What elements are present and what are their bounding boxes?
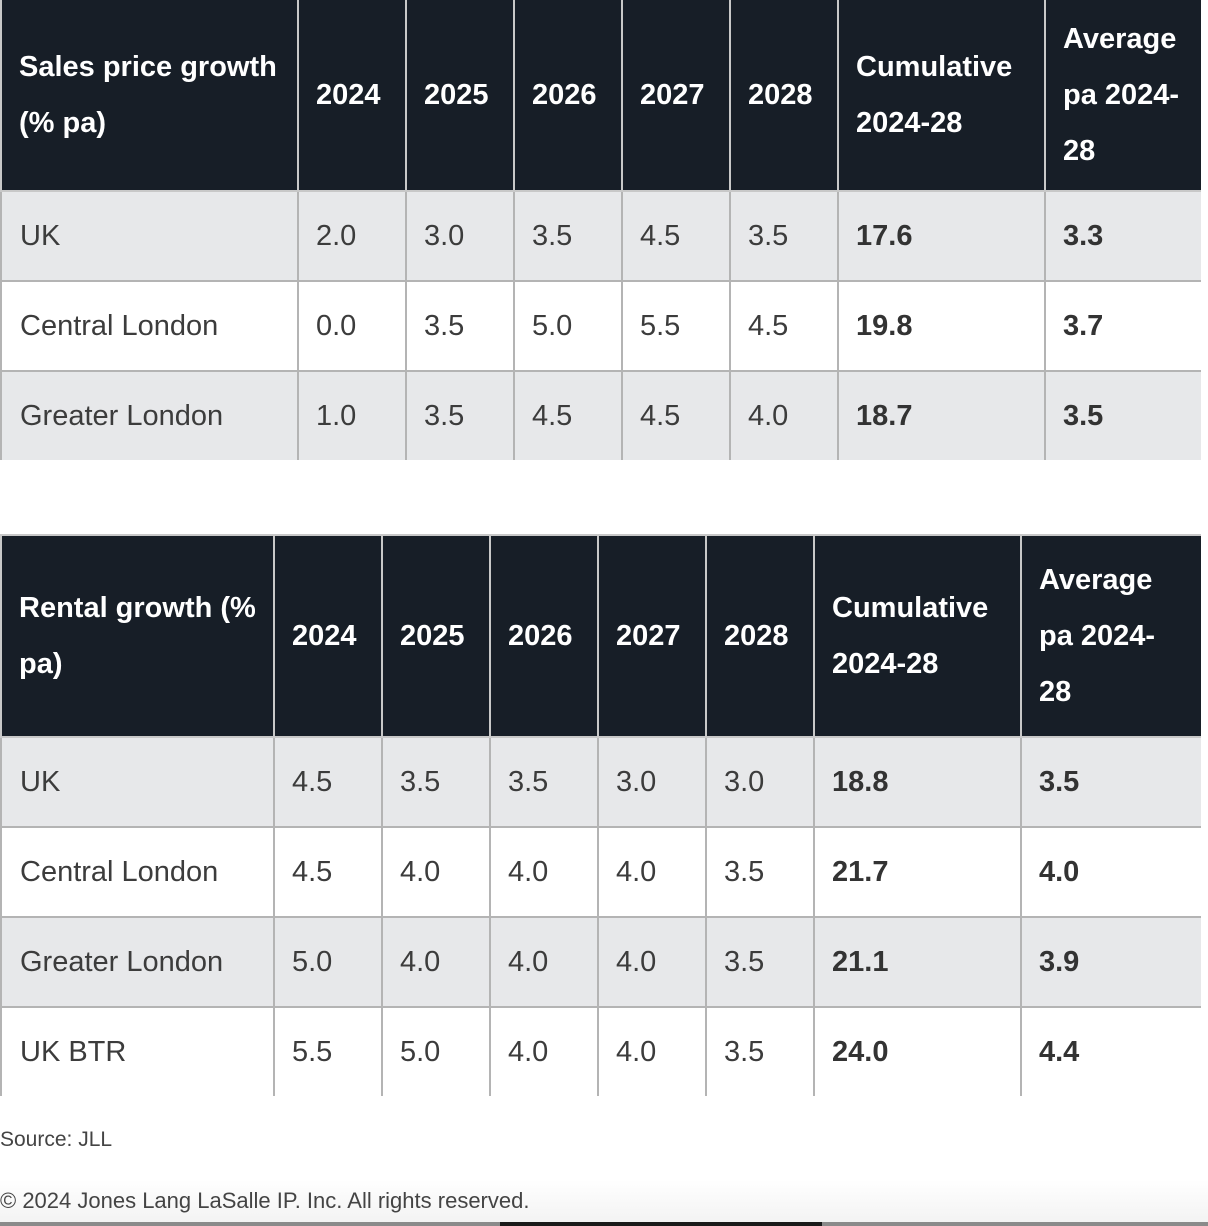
column-header: 2025 bbox=[381, 534, 491, 738]
value-cell: 5.0 bbox=[273, 916, 383, 1008]
source-note: Source: JLL bbox=[0, 1128, 113, 1151]
column-header: 2026 bbox=[513, 0, 623, 192]
column-header: Sales price growth (% pa) bbox=[0, 0, 299, 192]
table-header-row: Rental growth (% pa) 2024 2025 2026 2027… bbox=[0, 534, 1201, 738]
region-cell: UK bbox=[0, 736, 275, 828]
value-cell: 4.0 bbox=[597, 916, 707, 1008]
cumulative-cell: 24.0 bbox=[813, 1006, 1022, 1096]
region-cell: UK bbox=[0, 190, 299, 282]
column-header: 2027 bbox=[597, 534, 707, 738]
value-cell: 3.5 bbox=[405, 280, 515, 372]
cumulative-cell: 21.7 bbox=[813, 826, 1022, 918]
value-cell: 3.5 bbox=[405, 370, 515, 460]
column-header: 2028 bbox=[705, 534, 815, 738]
average-cell: 4.4 bbox=[1020, 1006, 1201, 1096]
average-cell: 3.7 bbox=[1044, 280, 1201, 372]
value-cell: 3.0 bbox=[705, 736, 815, 828]
value-cell: 3.5 bbox=[381, 736, 491, 828]
table-row: Greater London 1.0 3.5 4.5 4.5 4.0 18.7 3.5 bbox=[0, 370, 1201, 460]
table-row: Central London 4.5 4.0 4.0 4.0 3.5 21.7 4.0 bbox=[0, 826, 1201, 918]
column-header: 2025 bbox=[405, 0, 515, 192]
value-cell: 4.5 bbox=[513, 370, 623, 460]
table-row: UK 2.0 3.0 3.5 4.5 3.5 17.6 3.3 bbox=[0, 190, 1201, 282]
column-header: 2027 bbox=[621, 0, 731, 192]
average-cell: 3.5 bbox=[1020, 736, 1201, 828]
value-cell: 4.0 bbox=[729, 370, 839, 460]
rental-growth-table: Rental growth (% pa) 2024 2025 2026 2027… bbox=[0, 534, 1201, 1096]
copyright-note: © 2024 Jones Lang LaSalle IP. Inc. All r… bbox=[0, 1188, 530, 1213]
region-cell: UK BTR bbox=[0, 1006, 275, 1096]
scrollbar-thumb[interactable] bbox=[500, 1222, 822, 1226]
sales-price-growth-table: Sales price growth (% pa) 2024 2025 2026… bbox=[0, 0, 1201, 460]
value-cell: 1.0 bbox=[297, 370, 407, 460]
value-cell: 3.5 bbox=[489, 736, 599, 828]
cumulative-cell: 18.8 bbox=[813, 736, 1022, 828]
value-cell: 3.5 bbox=[705, 826, 815, 918]
region-cell: Central London bbox=[0, 826, 275, 918]
column-header: Rental growth (% pa) bbox=[0, 534, 275, 738]
value-cell: 5.5 bbox=[621, 280, 731, 372]
region-cell: Greater London bbox=[0, 370, 299, 460]
cumulative-cell: 21.1 bbox=[813, 916, 1022, 1008]
column-header: Average pa 2024-28 bbox=[1020, 534, 1201, 738]
value-cell: 4.0 bbox=[489, 1006, 599, 1096]
value-cell: 4.0 bbox=[381, 916, 491, 1008]
horizontal-scrollbar[interactable] bbox=[0, 1222, 1208, 1226]
table-row: Greater London 5.0 4.0 4.0 4.0 3.5 21.1 3.9 bbox=[0, 916, 1201, 1008]
value-cell: 3.0 bbox=[597, 736, 707, 828]
table-row: Central London 0.0 3.5 5.0 5.5 4.5 19.8 3.7 bbox=[0, 280, 1201, 372]
region-cell: Central London bbox=[0, 280, 299, 372]
value-cell: 4.0 bbox=[489, 916, 599, 1008]
average-cell: 4.0 bbox=[1020, 826, 1201, 918]
value-cell: 4.0 bbox=[381, 826, 491, 918]
value-cell: 2.0 bbox=[297, 190, 407, 282]
value-cell: 4.5 bbox=[273, 826, 383, 918]
average-cell: 3.9 bbox=[1020, 916, 1201, 1008]
column-header: Cumulative 2024-28 bbox=[813, 534, 1022, 738]
value-cell: 4.0 bbox=[489, 826, 599, 918]
value-cell: 4.0 bbox=[597, 1006, 707, 1096]
value-cell: 3.5 bbox=[705, 916, 815, 1008]
average-cell: 3.5 bbox=[1044, 370, 1201, 460]
value-cell: 4.5 bbox=[621, 190, 731, 282]
value-cell: 3.5 bbox=[705, 1006, 815, 1096]
column-header: Average pa 2024-28 bbox=[1044, 0, 1201, 192]
value-cell: 5.0 bbox=[513, 280, 623, 372]
value-cell: 3.5 bbox=[729, 190, 839, 282]
value-cell: 4.5 bbox=[273, 736, 383, 828]
value-cell: 5.0 bbox=[381, 1006, 491, 1096]
table-row: UK 4.5 3.5 3.5 3.0 3.0 18.8 3.5 bbox=[0, 736, 1201, 828]
footer-fade bbox=[0, 1180, 1208, 1222]
value-cell: 4.5 bbox=[621, 370, 731, 460]
region-cell: Greater London bbox=[0, 916, 275, 1008]
value-cell: 3.5 bbox=[513, 190, 623, 282]
value-cell: 4.0 bbox=[597, 826, 707, 918]
cumulative-cell: 19.8 bbox=[837, 280, 1046, 372]
column-header: Cumulative 2024-28 bbox=[837, 0, 1046, 192]
value-cell: 5.5 bbox=[273, 1006, 383, 1096]
column-header: 2024 bbox=[297, 0, 407, 192]
value-cell: 4.5 bbox=[729, 280, 839, 372]
cumulative-cell: 18.7 bbox=[837, 370, 1046, 460]
cumulative-cell: 17.6 bbox=[837, 190, 1046, 282]
column-header: 2028 bbox=[729, 0, 839, 192]
table-row: UK BTR 5.5 5.0 4.0 4.0 3.5 24.0 4.4 bbox=[0, 1006, 1201, 1096]
table-header-row: Sales price growth (% pa) 2024 2025 2026… bbox=[0, 0, 1201, 192]
value-cell: 3.0 bbox=[405, 190, 515, 282]
average-cell: 3.3 bbox=[1044, 190, 1201, 282]
column-header: 2026 bbox=[489, 534, 599, 738]
column-header: 2024 bbox=[273, 534, 383, 738]
value-cell: 0.0 bbox=[297, 280, 407, 372]
